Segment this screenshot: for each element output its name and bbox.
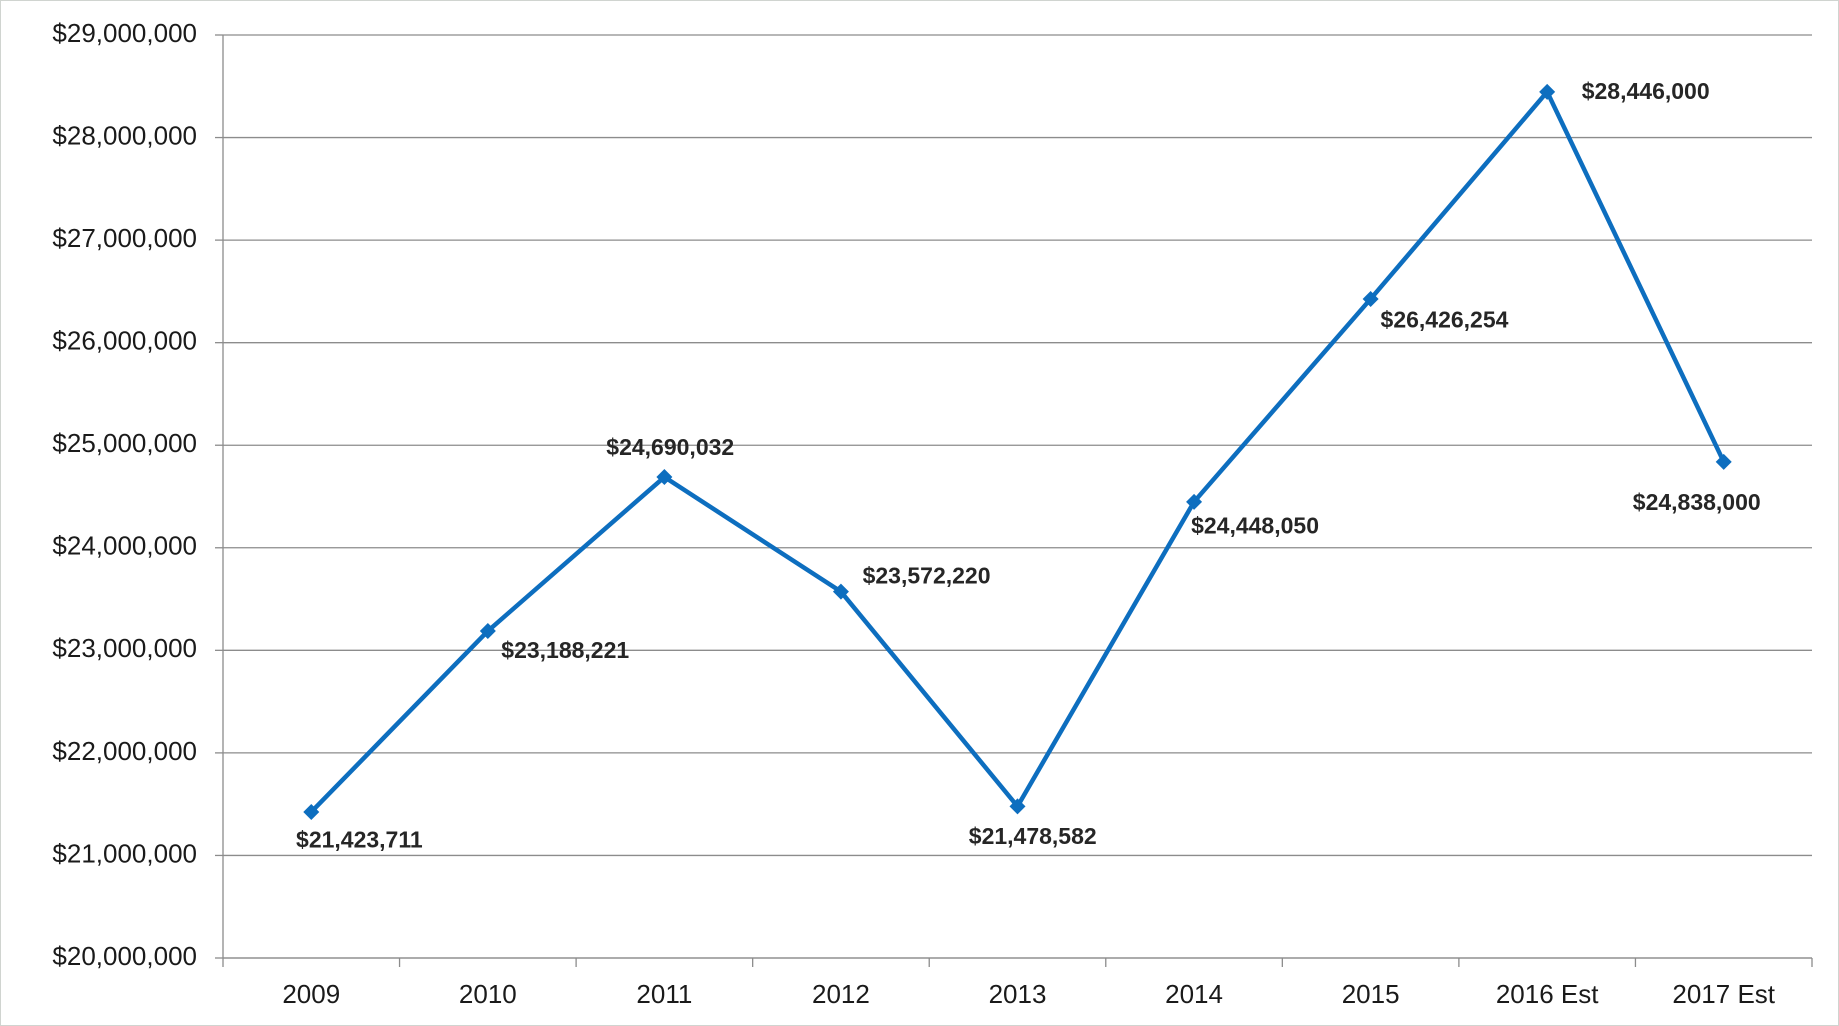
y-tick-label: $21,000,000: [52, 838, 197, 868]
y-tick-label: $27,000,000: [52, 223, 197, 253]
x-tick-label: 2016 Est: [1496, 979, 1599, 1009]
x-tick-label: 2010: [459, 979, 517, 1009]
x-tick-label: 2012: [812, 979, 870, 1009]
data-point: [1539, 83, 1556, 100]
data-point: [656, 469, 673, 486]
y-tick-label: $20,000,000: [52, 941, 197, 971]
x-tick-label: 2011: [636, 979, 692, 1009]
data-point: [832, 583, 849, 600]
data-label: $28,446,000: [1582, 78, 1710, 104]
data-label: $24,838,000: [1633, 489, 1761, 515]
data-point: [479, 623, 496, 640]
x-tick-label: 2013: [989, 979, 1047, 1009]
x-tick-label: 2015: [1342, 979, 1400, 1009]
data-point: [303, 803, 320, 820]
data-label: $24,448,050: [1191, 513, 1319, 539]
data-label: $26,426,254: [1381, 306, 1509, 332]
data-point: [1362, 290, 1379, 307]
x-tick-label: 2014: [1165, 979, 1223, 1009]
data-label: $21,423,711: [296, 826, 423, 852]
x-tick-label: 2009: [282, 979, 340, 1009]
y-tick-label: $23,000,000: [52, 633, 197, 663]
data-point: [1009, 798, 1026, 815]
data-point: [1715, 453, 1732, 470]
data-label: $21,478,582: [969, 823, 1097, 849]
x-tick-label: 2017 Est: [1672, 979, 1775, 1009]
data-label: $23,188,221: [501, 637, 629, 663]
y-tick-label: $28,000,000: [52, 120, 197, 150]
y-tick-label: $25,000,000: [52, 428, 197, 458]
y-tick-label: $26,000,000: [52, 326, 197, 356]
y-tick-label: $29,000,000: [52, 18, 197, 48]
data-label: $23,572,220: [863, 563, 991, 589]
y-tick-label: $22,000,000: [52, 736, 197, 766]
data-label: $24,690,032: [606, 434, 734, 460]
data-point: [1186, 493, 1203, 510]
y-tick-label: $24,000,000: [52, 531, 197, 561]
